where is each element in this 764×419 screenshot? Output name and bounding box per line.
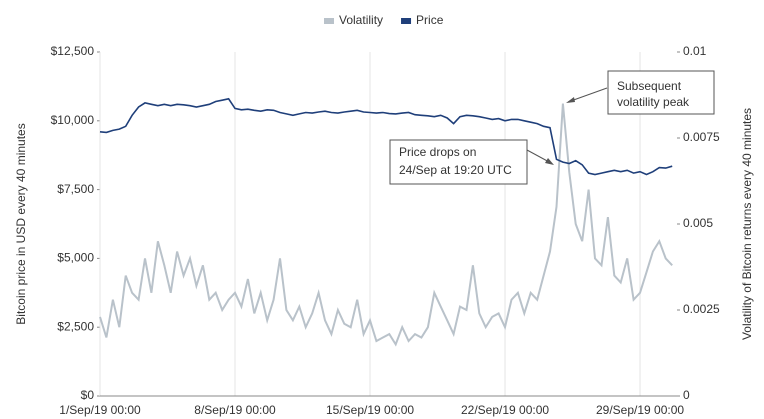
y-tick-label: $12,500 (51, 44, 95, 58)
y-tick-label: $5,000 (57, 251, 94, 265)
annotation-text: Price drops on (399, 145, 476, 159)
y-tick-label: $2,500 (57, 319, 94, 333)
annotation-text: 24/Sep at 19:20 UTC (399, 163, 512, 177)
annotation-text: volatility peak (617, 95, 690, 109)
y2-tick-label: 0 (683, 388, 690, 402)
y2-tick-label: 0.0075 (683, 130, 720, 144)
y2-axis-label: Volatility of Bitcoin returns every 40 m… (740, 108, 754, 340)
x-tick-label: 15/Sep/19 00:00 (326, 403, 414, 417)
plot (99, 97, 673, 347)
y-axis-label: Bitcoin price in USD every 40 minutes (14, 123, 28, 324)
y-tick-label: $10,000 (51, 113, 95, 127)
y-tick-label: $0 (81, 388, 95, 402)
legend-label: Volatility (339, 13, 383, 27)
y2-tick-label: 0.01 (683, 44, 707, 58)
x-tick-label: 29/Sep/19 00:00 (596, 403, 684, 417)
series-line (99, 97, 673, 176)
annotation-box (389, 139, 528, 185)
legend-label: Price (416, 13, 444, 27)
series-line (99, 103, 673, 347)
arrow-head (545, 158, 554, 165)
x-tick-label: 8/Sep/19 00:00 (194, 403, 276, 417)
annotation-box (607, 70, 715, 115)
legend-swatch (401, 18, 412, 24)
annotation-text: Subsequent (617, 79, 682, 93)
arrow-head (566, 97, 575, 103)
x-tick-label: 22/Sep/19 00:00 (461, 403, 549, 417)
legend-swatch (324, 18, 334, 24)
y2-tick-label: 0.0025 (683, 302, 720, 316)
y2-tick-label: 0.005 (683, 216, 713, 230)
x-tick-label: 1/Sep/19 00:00 (59, 403, 141, 417)
legend: Volatility Price (324, 13, 444, 27)
grid (97, 51, 680, 397)
y-tick-label: $7,500 (57, 182, 94, 196)
